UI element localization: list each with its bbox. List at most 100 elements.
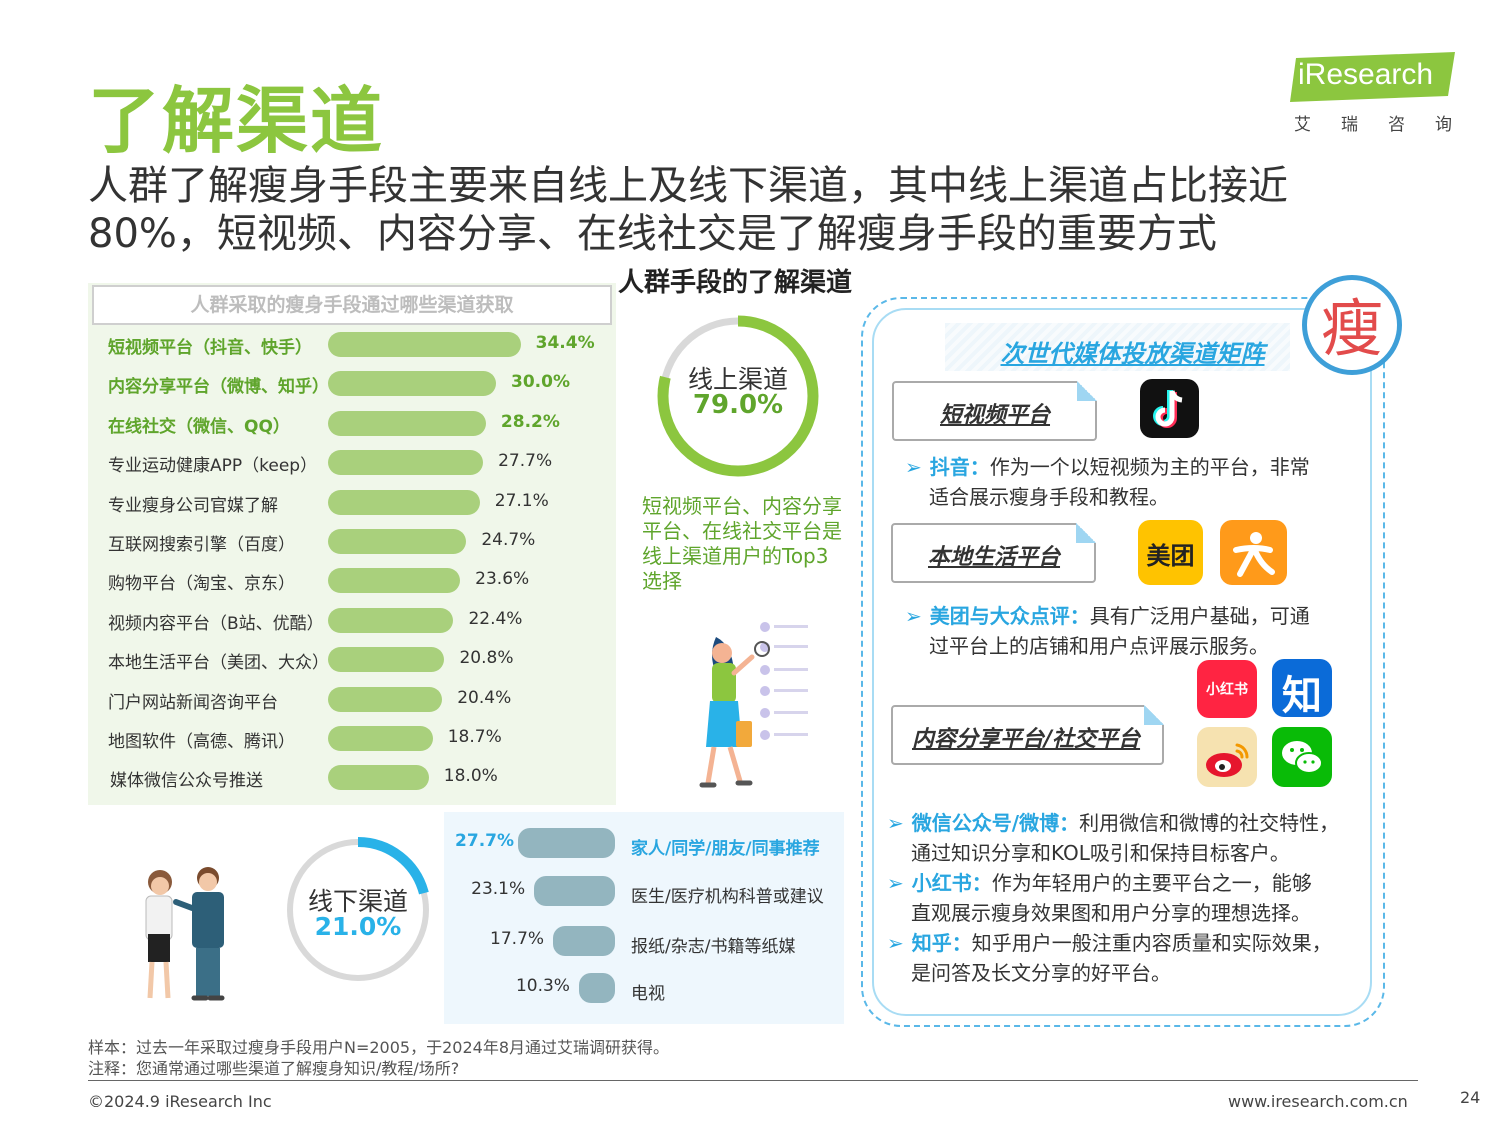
online-bar-value: 28.2% [500, 411, 560, 432]
xiaohongshu-key: 小红书： [911, 871, 992, 895]
meituan-line1: 具有广泛用户基础，可通 [1089, 604, 1310, 628]
category-short-video [892, 381, 1097, 441]
online-bar [328, 647, 445, 673]
online-bar-value: 20.4% [457, 687, 512, 708]
offline-bar-value: 27.7% [455, 831, 515, 851]
chart-main-title: 人群手段的了解渠道 [618, 268, 853, 298]
logo-subtext: 艾瑞咨询 [1294, 115, 1482, 135]
online-bar-value: 30.0% [511, 372, 570, 393]
checklist-lines-icon [760, 622, 808, 740]
offline-donut-value: 21.0% [314, 912, 402, 941]
xiaohongshu-line2: 直观展示瘦身效果图和用户分享的理想选择。 [911, 901, 1311, 925]
online-bar-label: 专业运动健康APP（keep） [108, 456, 318, 477]
category-local-life [891, 523, 1096, 583]
offline-bar [553, 926, 615, 956]
online-bar-value: 18.0% [443, 766, 498, 787]
online-bar [328, 410, 486, 436]
media-matrix-title: 次世代媒体投放渠道矩阵 [1000, 340, 1265, 368]
online-bar [328, 450, 484, 476]
xiaohongshu-line1: 作为年轻用户的主要平台之一，能够 [991, 871, 1312, 895]
online-bar [328, 726, 433, 751]
online-bar-value: 27.1% [494, 490, 549, 511]
media-matrix-title-bar [945, 323, 1290, 371]
online-bar-label: 门户网站新闻咨询平台 [108, 692, 278, 713]
logo-badge-icon [1290, 52, 1455, 102]
offline-bar-label: 医生/医疗机构科普或建议 [631, 887, 824, 907]
online-bar-value: 24.7% [481, 530, 536, 550]
footnote: 样本：过去一年采取过瘦身手段用户N=2005，于2024年8月通过艾瑞调研获得。… [88, 1037, 669, 1079]
slim-badge-text: 瘦 [1320, 292, 1383, 365]
online-bar-value: 23.6% [475, 569, 530, 590]
offline-donut-title: 线下渠道 [307, 887, 408, 916]
xiaohongshu-icon-text: 小红书 [1206, 682, 1248, 698]
logo-text: iResearch [1298, 58, 1434, 91]
footnote-sample: 样本：过去一年采取过瘦身手段用户N=2005，于2024年8月通过艾瑞调研获得。 [88, 1038, 669, 1057]
zhihu-line1-row: ➢ 知乎：知乎用户一般注重内容质量和实际效果， [887, 931, 1332, 955]
online-bar-value: 22.4% [468, 608, 523, 629]
online-note: 短视频平台、内容分享平台、在线社交平台是线上渠道用户的Top3选择 [642, 494, 842, 593]
online-bar [328, 607, 454, 633]
copyright: ©2024.9 iResearch Inc [88, 1092, 272, 1111]
online-bar-label: 内容分享平台（微博、知乎） [108, 377, 329, 398]
online-bar-label: 购物平台（淘宝、京东） [108, 574, 295, 595]
online-donut-arc [657, 315, 819, 477]
page-number: 24 [1460, 1088, 1481, 1107]
online-bar [328, 371, 496, 397]
woman-search-illustration [699, 622, 808, 788]
online-bar [328, 765, 429, 791]
zhihu-key: 知乎： [911, 931, 972, 955]
footnote-note: 注释：您通常通过哪些渠道了解瘦身知识/教程/场所? [88, 1059, 460, 1078]
media-matrix-frame [861, 297, 1385, 1027]
zhihu-line1: 知乎用户一般注重内容质量和实际效果， [971, 931, 1332, 955]
online-bar-label: 短视频平台（抖音、快手） [108, 338, 312, 358]
category-content-social [891, 705, 1164, 765]
offline-channels-panel [444, 812, 844, 1024]
online-donut-value: 79.0% [692, 390, 784, 420]
offline-donut-arc [285, 837, 431, 983]
category-local-life-label: 本地生活平台 [928, 545, 1061, 570]
online-bar [328, 686, 443, 712]
online-channels-chart-title: 人群采取的瘦身手段通过哪些渠道获取 [92, 285, 612, 325]
meituan-description: ➢ 美团与大众点评：具有广泛用户基础，可通 过平台上的店铺和用户点评展示服务。 [905, 601, 1365, 661]
douyin-line2: 适合展示瘦身手段和教程。 [929, 485, 1169, 509]
online-bar-label: 在线社交（微信、QQ） [108, 416, 290, 437]
zhihu-icon-text: 知 [1282, 673, 1322, 717]
category-content-social-label: 内容分享平台/社交平台 [912, 727, 1141, 752]
online-bar-label: 互联网搜索引擎（百度） [108, 535, 295, 555]
meituan-key: 美团与大众点评： [929, 604, 1090, 628]
online-bar-label: 本地生活平台（美团、大众） [108, 653, 329, 674]
online-bar-label: 专业瘦身公司官媒了解 [108, 495, 278, 516]
footer-divider [88, 1080, 1418, 1081]
page-title: 了解渠道 [88, 79, 385, 163]
iresearch-logo: iResearch 艾瑞咨询 [1290, 52, 1460, 135]
douyin-app-icon [1140, 379, 1199, 438]
online-donut-title: 线上渠道 [687, 365, 788, 394]
offline-bar-label: 电视 [631, 984, 665, 1004]
online-share-donut [657, 315, 819, 477]
offline-bar-value: 23.1% [471, 879, 526, 899]
category-short-video-label: 短视频平台 [940, 403, 1051, 428]
people-talking-illustration [145, 867, 225, 1001]
douyin-description: ➢ 抖音：作为一个以短视频为主的平台，非常 适合展示瘦身手段和教程。 [905, 452, 1365, 512]
dianping-app-icon [1220, 520, 1287, 585]
online-bar-value: 34.4% [535, 333, 595, 353]
offline-bar [578, 973, 615, 1003]
offline-bar [518, 828, 615, 858]
wechat-weibo-line1-row: ➢ 微信公众号/微博：利用微信和微博的社交特性， [887, 811, 1340, 835]
meituan-icon-text: 美团 [1146, 542, 1195, 570]
online-bar [328, 568, 461, 594]
online-bar [328, 529, 467, 554]
wechat-app-icon [1272, 727, 1332, 787]
douyin-key: 抖音： [929, 455, 990, 479]
online-bar-value: 20.8% [459, 648, 514, 669]
offline-bar-label: 家人/同学/朋友/同事推荐 [631, 839, 820, 859]
zhihu-line2: 是问答及长文分享的好平台。 [911, 961, 1171, 985]
meituan-line2: 过平台上的店铺和用户点评展示服务。 [929, 634, 1269, 658]
website-link[interactable]: www.iresearch.com.cn [1228, 1092, 1408, 1111]
magnifier-icon [754, 641, 770, 657]
xiaohongshu-line1-row: ➢ 小红书：作为年轻用户的主要平台之一，能够 [887, 871, 1312, 895]
online-bar [328, 332, 521, 357]
online-bar-label: 媒体微信公众号推送 [110, 771, 263, 792]
weibo-app-icon [1197, 727, 1257, 787]
douyin-line1: 作为一个以短视频为主的平台，非常 [989, 455, 1310, 479]
